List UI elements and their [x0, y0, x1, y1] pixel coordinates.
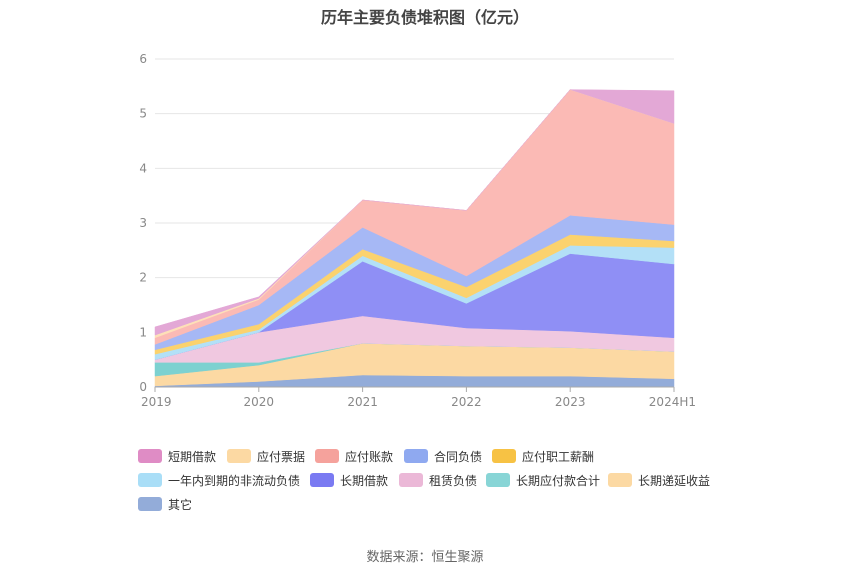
legend-item[interactable]: 长期应付款合计 — [486, 472, 600, 488]
legend-label: 长期应付款合计 — [516, 473, 601, 488]
legend-swatch — [138, 497, 162, 511]
legend-label: 合同负债 — [434, 449, 483, 464]
x-tick-label: 2024H1 — [649, 395, 696, 409]
legend-label: 长期递延收益 — [638, 473, 711, 488]
data-source: 数据来源：恒生聚源 — [366, 550, 484, 565]
legend-item[interactable]: 租赁负债 — [399, 472, 477, 488]
legend-swatch — [227, 449, 251, 463]
legend-swatch — [608, 473, 632, 487]
y-tick-label: 2 — [139, 271, 147, 285]
y-tick-label: 6 — [139, 52, 147, 66]
legend-swatch — [310, 473, 334, 487]
y-tick-label: 0 — [139, 380, 147, 394]
x-tick-label: 2019 — [141, 395, 172, 409]
legend-label: 租赁负债 — [429, 473, 478, 488]
x-tick-label: 2021 — [347, 395, 378, 409]
axes: 0 1 2 3 4 5 6 2019 2020 2021 2022 2023 2024H1 — [139, 52, 696, 409]
legend-item[interactable]: 一年内到期的非流动负债 — [138, 472, 300, 488]
legend-item[interactable]: 应付职工薪酬 — [492, 448, 594, 464]
stacked-area-chart: 0 1 2 3 4 5 6 2019 2020 2021 2022 2023 2024H1 — [139, 52, 696, 409]
chart-title: 历年主要负债堆积图（亿元） — [320, 8, 529, 27]
legend-label: 短期借款 — [168, 449, 217, 464]
legend-swatch — [486, 473, 510, 487]
legend-label: 其它 — [168, 497, 193, 512]
legend-swatch — [138, 449, 162, 463]
legend-item[interactable]: 合同负债 — [404, 448, 482, 464]
legend-label: 长期借款 — [340, 473, 389, 488]
x-tick-label: 2022 — [451, 395, 482, 409]
legend-item[interactable]: 应付账款 — [315, 448, 393, 464]
x-tick-label: 2023 — [555, 395, 586, 409]
legend-label: 应付票据 — [257, 449, 306, 464]
legend-label: 应付账款 — [345, 449, 394, 464]
legend-item[interactable]: 长期递延收益 — [608, 472, 710, 488]
legend-swatch — [404, 449, 428, 463]
y-tick-label: 4 — [139, 161, 147, 175]
legend-label: 应付职工薪酬 — [522, 449, 595, 464]
legend-swatch — [138, 473, 162, 487]
legend-item[interactable]: 长期借款 — [310, 472, 388, 488]
area-series-10 — [154, 89, 675, 336]
series-areas — [154, 89, 675, 388]
legend-item[interactable]: 其它 — [138, 496, 192, 512]
y-tick-label: 1 — [139, 325, 147, 339]
legend-swatch — [315, 449, 339, 463]
legend-item[interactable]: 短期借款 — [138, 448, 216, 464]
y-tick-label: 3 — [139, 216, 147, 230]
legend-item[interactable]: 应付票据 — [227, 448, 305, 464]
legend-swatch — [399, 473, 423, 487]
x-tick-label: 2020 — [244, 395, 275, 409]
legend-label: 一年内到期的非流动负债 — [168, 473, 301, 488]
y-tick-label: 5 — [139, 107, 147, 121]
legend-swatch — [492, 449, 516, 463]
